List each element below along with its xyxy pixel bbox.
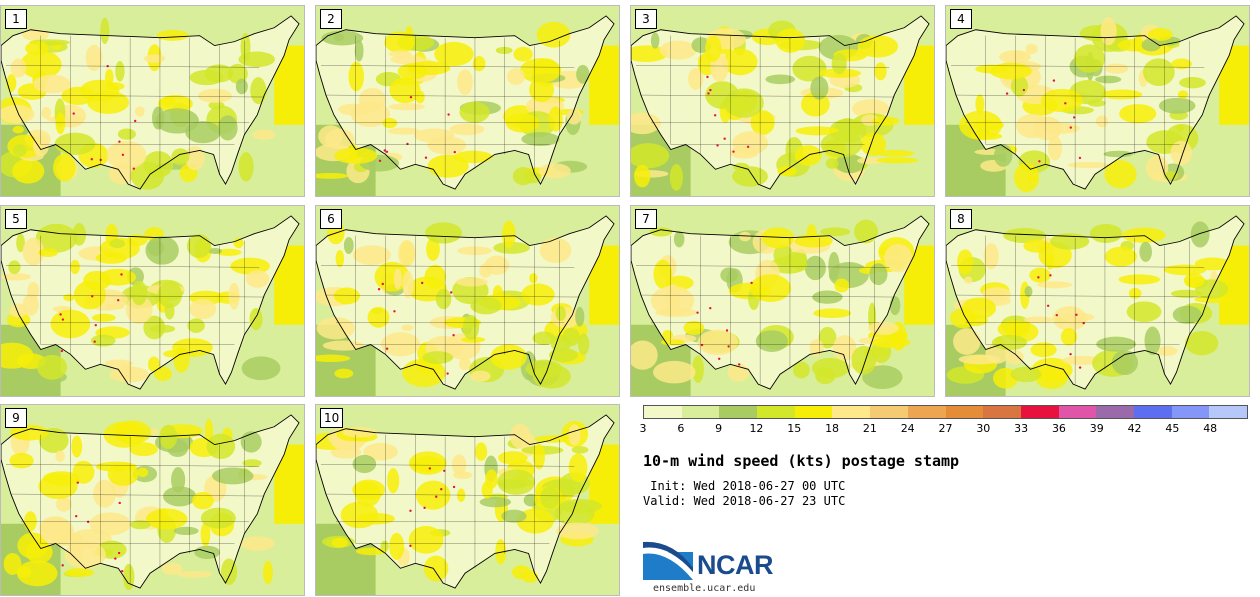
- panel-number-label: 2: [320, 9, 342, 29]
- colorbar-tick-label: 27: [938, 422, 953, 435]
- panel-number-label: 1: [5, 9, 27, 29]
- colorbar-swatch: [1171, 406, 1210, 418]
- wind-speed-map: [946, 6, 1249, 196]
- colorbar-tick-label: 21: [862, 422, 877, 435]
- wind-speed-map: [316, 206, 619, 396]
- wind-speed-map: [1, 405, 304, 595]
- valid-time: Valid: Wed 2018-06-27 23 UTC: [643, 494, 846, 508]
- colorbar-tick-label: 6: [677, 422, 685, 435]
- panel-number-label: 10: [320, 408, 344, 428]
- wind-speed-map: [316, 6, 619, 196]
- colorbar-swatch: [945, 406, 984, 418]
- init-time: Init: Wed 2018-06-27 00 UTC: [643, 479, 846, 493]
- colorbar-tick-label: 36: [1051, 422, 1066, 435]
- postage-stamp-panel: 8: [945, 205, 1250, 397]
- colorbar-swatch: [907, 406, 946, 418]
- panel-number-label: 5: [5, 209, 27, 229]
- postage-stamp-panel: 4: [945, 5, 1250, 197]
- panel-number-label: 6: [320, 209, 342, 229]
- colorbar-swatch: [870, 406, 908, 418]
- colorbar-tick-label: 18: [825, 422, 840, 435]
- wind-speed-map: [1, 206, 304, 396]
- colorbar-tick-label: 24: [900, 422, 915, 435]
- panel-number-label: 8: [950, 209, 972, 229]
- colorbar-swatch: [681, 406, 720, 418]
- colorbar-swatch: [1209, 406, 1247, 418]
- wind-speed-map: [631, 6, 934, 196]
- panel-number-label: 3: [635, 9, 657, 29]
- colorbar-swatch: [1096, 406, 1134, 418]
- wind-speed-map: [631, 206, 934, 396]
- colorbar-swatch: [757, 406, 795, 418]
- colorbar-swatch: [1058, 406, 1097, 418]
- colorbar-tick-label: 3: [639, 422, 647, 435]
- wind-speed-map: [1, 6, 304, 196]
- colorbar-ticks: 3 6 9 12 15 18 21 24 27 30 33 36 39 42 45 48: [639, 422, 1248, 438]
- colorbar-tick-label: 45: [1165, 422, 1180, 435]
- colorbar-tick-label: 30: [976, 422, 991, 435]
- ncar-logo-text: NCAR: [697, 550, 774, 580]
- colorbar-swatch: [719, 406, 758, 418]
- postage-stamp-panel: 10: [315, 404, 620, 596]
- colorbar-tick-label: 48: [1203, 422, 1218, 435]
- colorbar-swatch: [983, 406, 1021, 418]
- panel-number-label: 4: [950, 9, 972, 29]
- colorbar-tick-label: 42: [1127, 422, 1142, 435]
- postage-stamp-panel: 6: [315, 205, 620, 397]
- colorbar: [643, 405, 1248, 419]
- colorbar-tick-label: 12: [749, 422, 764, 435]
- colorbar-tick-label: 9: [715, 422, 723, 435]
- wind-speed-map: [316, 405, 619, 595]
- wind-speed-map: [946, 206, 1249, 396]
- colorbar-tick-label: 33: [1014, 422, 1029, 435]
- ncar-logo-icon: [643, 541, 693, 580]
- postage-stamp-panel: 1: [0, 5, 305, 197]
- chart-title: 10-m wind speed (kts) postage stamp: [643, 452, 960, 470]
- postage-stamp-panel: 2: [315, 5, 620, 197]
- colorbar-swatch: [644, 406, 682, 418]
- panel-number-label: 9: [5, 408, 27, 428]
- colorbar-swatch: [1020, 406, 1059, 418]
- colorbar-tick-label: 39: [1089, 422, 1104, 435]
- postage-stamp-panel: 7: [630, 205, 935, 397]
- panel-number-label: 7: [635, 209, 657, 229]
- postage-stamp-panel: 3: [630, 5, 935, 197]
- colorbar-tick-label: 15: [787, 422, 802, 435]
- postage-stamp-panel: 9: [0, 404, 305, 596]
- site-url: ensemble.ucar.edu: [653, 583, 756, 594]
- colorbar-swatch: [832, 406, 871, 418]
- postage-stamp-panel: 5: [0, 205, 305, 397]
- colorbar-swatch: [1133, 406, 1172, 418]
- colorbar-swatch: [794, 406, 833, 418]
